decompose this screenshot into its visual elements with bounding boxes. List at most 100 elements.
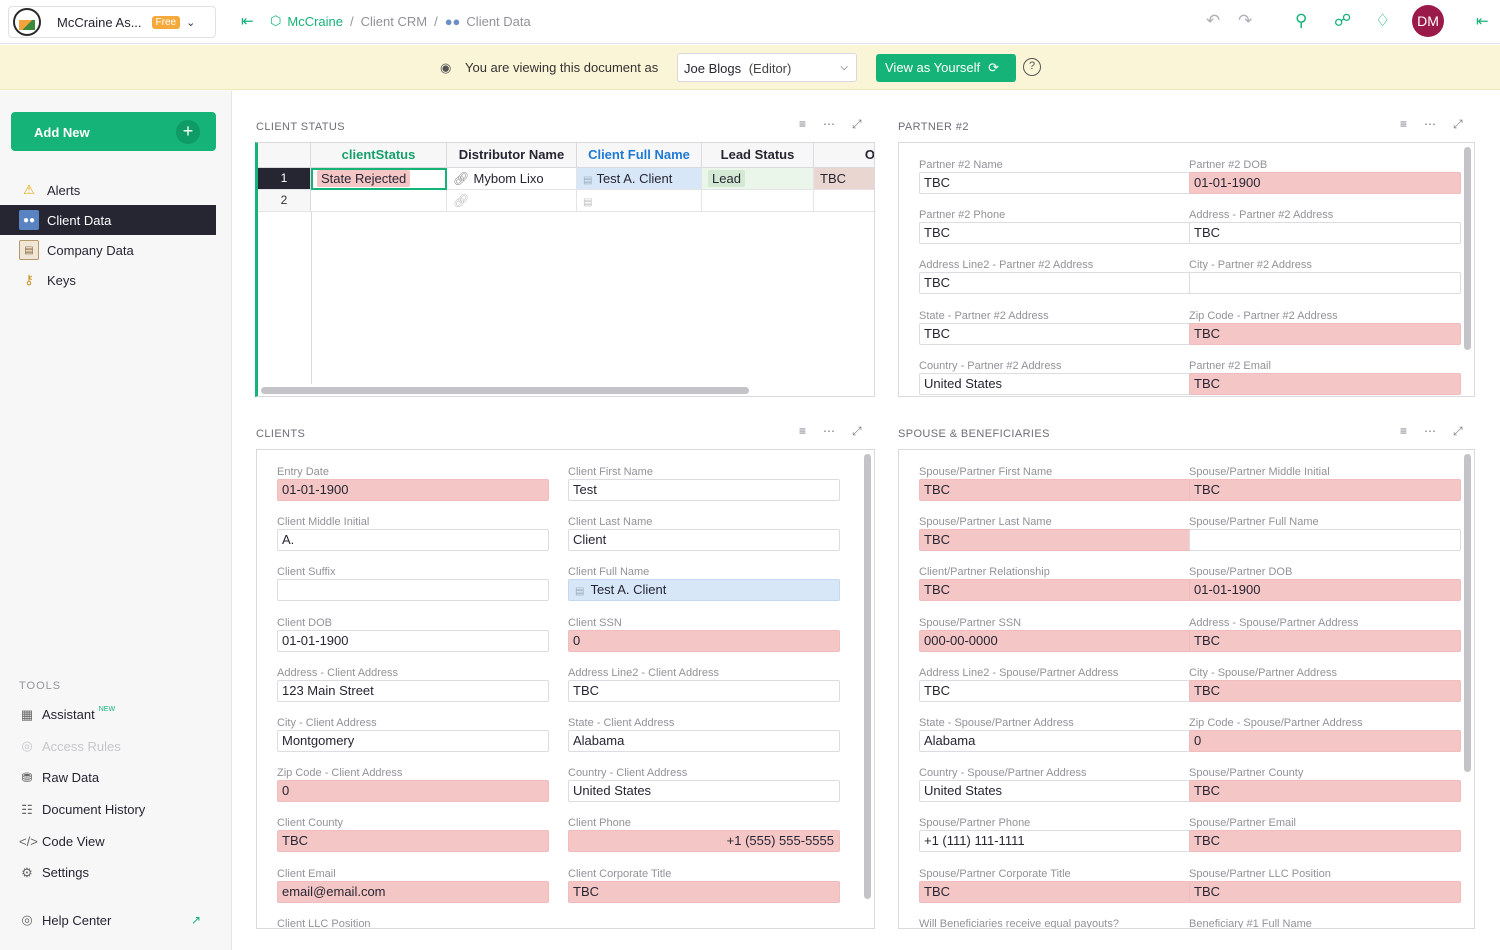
tool-assistant[interactable]: ▦ Assistant NEW [20, 706, 116, 723]
field-value[interactable]: TBC [919, 272, 1191, 295]
field-value[interactable]: TBC [1189, 830, 1461, 853]
collapse-right-panel-icon[interactable]: ⇤ [1476, 13, 1489, 30]
field-value[interactable]: TBC [919, 222, 1191, 245]
page-item-client-data[interactable]: ●● Client Data [0, 205, 216, 235]
tool-raw-data[interactable]: ⛃ Raw Data [0, 762, 216, 794]
expand-icon[interactable]: ⤢ [1453, 424, 1463, 438]
search-icon[interactable]: ⚲ [1295, 11, 1308, 30]
field-value[interactable]: 01-01-1900 [277, 479, 549, 501]
field-value[interactable]: A. [277, 529, 549, 552]
field-value[interactable]: Montgomery [277, 730, 549, 752]
table-cell[interactable] [702, 190, 814, 212]
row-number[interactable]: 2 [258, 190, 311, 212]
page-item-company-data[interactable]: ▤ Company Data [0, 235, 216, 265]
field-value[interactable]: United States [919, 780, 1191, 803]
column-header[interactable]: Distributor Name [447, 143, 577, 168]
field-value[interactable]: 0 [1189, 730, 1461, 752]
field-value[interactable]: 01-01-1900 [1189, 172, 1461, 194]
field-value[interactable]: TBC [1189, 222, 1461, 245]
expand-icon[interactable]: ⤢ [1453, 117, 1463, 131]
field-value[interactable] [1189, 272, 1461, 295]
field-value[interactable]: 0 [568, 629, 840, 652]
field-value[interactable]: +1 (555) 555-5555 [568, 830, 840, 853]
column-header[interactable]: O [814, 143, 874, 168]
vertical-scrollbar[interactable] [1464, 454, 1471, 772]
field-value[interactable]: TBC [919, 529, 1191, 552]
sort-filter-icon[interactable]: ≡ [1400, 424, 1408, 438]
sort-filter-icon[interactable]: ≡ [799, 424, 807, 438]
column-header[interactable]: Client Full Name [577, 143, 702, 168]
view-as-user-select[interactable]: Joe Blogs (Editor) ⌵ [677, 53, 857, 82]
tool-access-rules[interactable]: ◎ Access Rules [0, 731, 216, 763]
sort-filter-icon[interactable]: ≡ [799, 117, 807, 131]
field-value[interactable]: TBC [919, 479, 1191, 501]
field-value[interactable]: TBC [919, 880, 1191, 903]
undo-icon[interactable]: ↶ [1206, 11, 1221, 30]
bell-icon[interactable]: ♢ [1375, 11, 1391, 30]
sort-filter-icon[interactable]: ≡ [1400, 117, 1408, 131]
tool-document-history[interactable]: ☷ Document History [0, 794, 216, 826]
field-value[interactable]: email@email.com [277, 880, 549, 903]
field-value[interactable]: TBC [1189, 780, 1461, 803]
vertical-scrollbar[interactable] [1464, 147, 1471, 350]
field-value[interactable]: TBC [568, 679, 840, 702]
more-icon[interactable]: ⋯ [1424, 117, 1437, 131]
field-value[interactable]: TBC [1189, 322, 1461, 345]
column-header[interactable]: clientStatus [311, 143, 447, 168]
more-icon[interactable]: ⋯ [823, 117, 836, 131]
field-value[interactable]: TBC [1189, 479, 1461, 501]
field-value[interactable]: +1 (111) 111-1111 [919, 830, 1191, 853]
page-item-alerts[interactable]: ⚠ Alerts [0, 175, 216, 205]
field-value[interactable]: TBC [568, 880, 840, 903]
field-value[interactable]: TBC [919, 322, 1191, 345]
share-icon[interactable]: ☍ [1334, 11, 1352, 30]
vertical-scrollbar[interactable] [864, 454, 871, 899]
row-number[interactable]: 1 [258, 168, 311, 190]
horizontal-scrollbar[interactable] [261, 387, 749, 394]
field-value[interactable]: 0 [277, 780, 549, 803]
column-header[interactable]: Lead Status [702, 143, 814, 168]
field-value[interactable]: Alabama [568, 730, 840, 752]
field-value[interactable]: TBC [919, 579, 1191, 602]
add-new-button[interactable]: Add New + [11, 112, 216, 151]
breadcrumb-home[interactable]: McCraine [287, 13, 343, 29]
field-value[interactable]: 000-00-0000 [919, 629, 1191, 652]
breadcrumb-document[interactable]: Client CRM [360, 13, 428, 29]
page-item-keys[interactable]: ⚷ Keys [0, 265, 216, 295]
view-as-yourself-button[interactable]: View as Yourself ⟳ [876, 54, 1016, 82]
field-value[interactable]: Client [568, 529, 840, 552]
tool-code-view[interactable]: </> Code View [19, 833, 105, 849]
table-cell[interactable]: ▤ [577, 190, 702, 212]
field-value[interactable]: 01-01-1900 [1189, 579, 1461, 602]
field-value[interactable]: TBC [1189, 372, 1461, 395]
field-value[interactable]: TBC [277, 830, 549, 853]
field-value[interactable] [277, 579, 549, 602]
help-icon[interactable]: ? [1023, 58, 1041, 76]
tool-settings[interactable]: ⚙ Settings [0, 857, 216, 889]
field-value[interactable]: TBC [1189, 880, 1461, 903]
field-value[interactable]: TBC [919, 172, 1191, 194]
more-icon[interactable]: ⋯ [1424, 424, 1437, 438]
field-value[interactable]: Test [568, 479, 840, 501]
table-cell[interactable] [814, 190, 874, 212]
help-center-link[interactable]: ◎ Help Center ↗ [19, 912, 209, 928]
table-cell[interactable]: State Rejected [311, 168, 447, 190]
table-cell[interactable]: TBC [814, 168, 874, 190]
field-value[interactable]: United States [568, 780, 840, 803]
field-value[interactable]: TBC [919, 679, 1191, 702]
table-cell[interactable]: Lead [702, 168, 814, 190]
table-cell[interactable]: ▤ Test A. Client [577, 168, 702, 190]
field-value[interactable]: United States [919, 372, 1191, 395]
org-switcher[interactable]: McCraine As... Free ⌄ [8, 6, 216, 38]
expand-icon[interactable]: ⤢ [852, 117, 862, 131]
more-icon[interactable]: ⋯ [823, 424, 836, 438]
field-value[interactable]: ▤ Test A. Client [568, 579, 840, 602]
field-value[interactable]: TBC [1189, 679, 1461, 702]
field-value[interactable] [1189, 529, 1461, 552]
collapse-left-panel-icon[interactable]: ⇤ [241, 13, 254, 30]
table-cell[interactable]: 🔗︎ [447, 190, 577, 212]
field-value[interactable]: 01-01-1900 [277, 629, 549, 652]
table-cell[interactable]: 🔗︎ Mybom Lixo [447, 168, 577, 190]
expand-icon[interactable]: ⤢ [852, 424, 862, 438]
field-value[interactable]: TBC [1189, 629, 1461, 652]
